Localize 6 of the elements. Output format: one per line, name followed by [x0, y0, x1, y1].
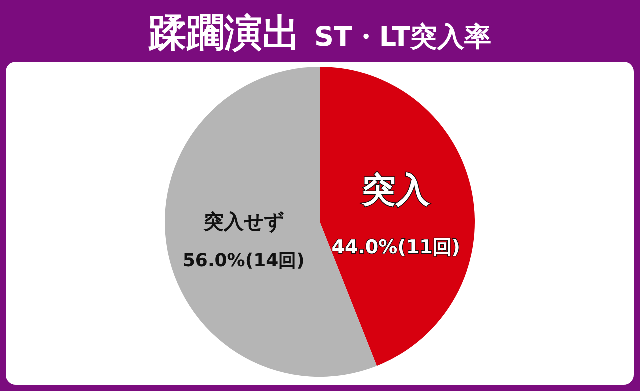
- slice-label: 突入せず: [202, 210, 284, 234]
- chart-subtitle: ST・LT突入率: [314, 22, 492, 53]
- chart-title: 蹂躙演出: [147, 11, 300, 55]
- slice-label: 突入: [361, 170, 432, 210]
- data-label: 44.0%(11回): [332, 236, 460, 258]
- data-label: 56.0%(14回): [182, 250, 305, 272]
